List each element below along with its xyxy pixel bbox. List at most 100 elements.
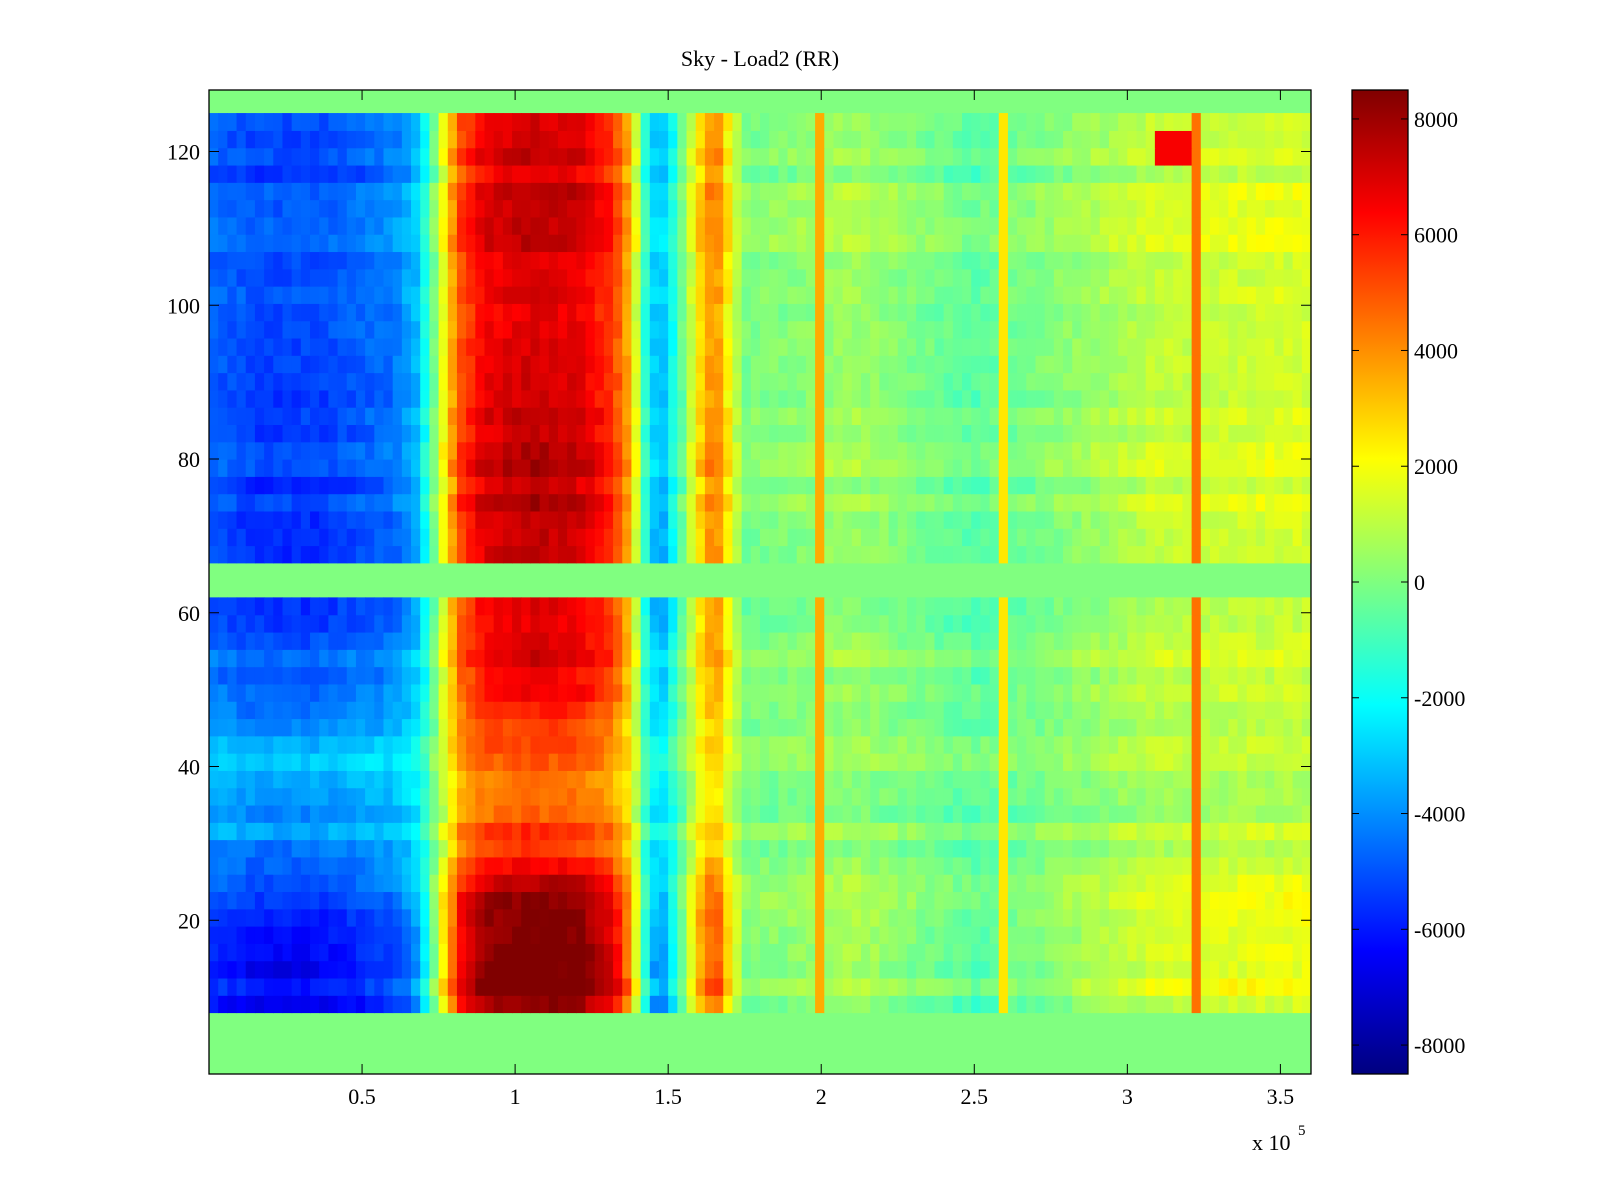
heatmap-cell: [411, 770, 421, 789]
heatmap-cell: [328, 545, 339, 564]
heatmap-cell: [851, 718, 862, 737]
heatmap-cell: [539, 476, 550, 495]
heatmap-cell: [760, 459, 770, 477]
heatmap-cell: [1228, 960, 1239, 979]
heatmap-cell: [218, 320, 228, 339]
heatmap-cell: [668, 977, 678, 996]
heatmap-cell: [355, 372, 366, 391]
heatmap-cell: [1035, 804, 1046, 823]
heatmap-cell: [493, 891, 504, 910]
heatmap-cell: [704, 459, 715, 477]
heatmap-cell: [1301, 977, 1312, 996]
heatmap-cell: [466, 770, 476, 789]
heatmap-cell: [420, 268, 430, 287]
heatmap-cell: [374, 372, 385, 391]
heatmap-cell: [778, 822, 789, 841]
heatmap-cell: [227, 770, 238, 789]
heatmap-cell: [861, 926, 871, 944]
heatmap-cell: [466, 839, 476, 858]
heatmap-cell: [245, 268, 256, 287]
heatmap-cell: [851, 666, 862, 685]
heatmap-cell: [1191, 459, 1202, 477]
heatmap-cell: [254, 977, 265, 996]
heatmap-cell: [319, 597, 329, 616]
heatmap-cell: [254, 597, 265, 616]
heatmap-cell: [1017, 943, 1027, 962]
heatmap-cell: [668, 614, 678, 633]
heatmap-cell: [1209, 303, 1220, 322]
heatmap-cell: [805, 926, 816, 944]
heatmap-cell: [411, 666, 421, 685]
heatmap-cell: [539, 424, 550, 443]
heatmap-cell: [594, 804, 605, 823]
heatmap-cell: [622, 804, 633, 823]
heatmap-cell: [1164, 614, 1174, 633]
heatmap-cell: [861, 320, 871, 339]
heatmap-cell: [374, 528, 385, 547]
heatmap-cell: [925, 874, 936, 893]
heatmap-cell: [236, 614, 247, 633]
heatmap-cell: [1108, 856, 1119, 875]
heatmap-cell: [851, 476, 862, 495]
heatmap-cell: [310, 476, 320, 495]
heatmap-cell: [1063, 718, 1073, 737]
heatmap-cell: [576, 977, 587, 996]
heatmap-cell: [1063, 355, 1073, 374]
heatmap-cell: [760, 268, 770, 287]
heatmap-cell: [392, 337, 403, 356]
heatmap-cell: [548, 424, 559, 443]
heatmap-cell: [337, 856, 348, 875]
heatmap-cell: [254, 718, 265, 737]
heatmap-cell: [824, 631, 835, 650]
heatmap-cell: [851, 510, 862, 529]
heatmap-cell: [704, 528, 715, 547]
heatmap-cell: [649, 476, 660, 495]
heatmap-cell: [833, 977, 844, 996]
heatmap-cell: [365, 355, 375, 374]
heatmap-cell: [695, 545, 706, 564]
heatmap-cell: [851, 441, 862, 460]
heatmap-cell: [980, 943, 991, 962]
heatmap-cell: [264, 822, 274, 841]
heatmap-cell: [824, 960, 835, 979]
heatmap-cell: [677, 320, 688, 339]
heatmap-cell: [227, 372, 238, 391]
heatmap-cell: [980, 822, 991, 841]
heatmap-cell: [1118, 545, 1128, 564]
heatmap-cell: [1164, 545, 1174, 564]
heatmap-cell: [925, 891, 936, 910]
heatmap-cell: [227, 476, 238, 495]
heatmap-cell: [1301, 874, 1312, 893]
heatmap-cell: [1090, 649, 1101, 668]
heatmap-cell: [1035, 666, 1046, 685]
heatmap-cell: [1274, 770, 1285, 789]
heatmap-cell: [539, 631, 550, 650]
heatmap-cell: [236, 822, 247, 841]
heatmap-cell: [879, 251, 890, 270]
heatmap-cell: [971, 493, 981, 512]
heatmap-cell: [585, 926, 596, 944]
heatmap-cell: [870, 753, 880, 771]
heatmap-cell: [548, 476, 559, 495]
heatmap-cell: [420, 337, 430, 356]
heatmap-cell: [1118, 268, 1128, 287]
heatmap-cell: [466, 597, 476, 616]
heatmap-cell: [916, 753, 926, 771]
heatmap-cell: [741, 389, 752, 408]
heatmap-cell: [1145, 476, 1156, 495]
heatmap-cell: [1090, 614, 1101, 633]
heatmap-cell: [796, 303, 807, 322]
heatmap-cell: [723, 510, 734, 529]
heatmap-cell: [980, 718, 991, 737]
heatmap-cell: [576, 337, 587, 356]
heatmap-cell: [971, 874, 981, 893]
heatmap-cell: [658, 545, 669, 564]
heatmap-cell: [346, 337, 357, 356]
heatmap-cell: [1081, 476, 1092, 495]
heatmap-cell: [282, 891, 293, 910]
heatmap-cell: [291, 753, 302, 771]
heatmap-cell: [649, 804, 660, 823]
heatmap-cell: [1228, 320, 1239, 339]
heatmap-cell: [622, 510, 633, 529]
heatmap-cell: [328, 960, 339, 979]
